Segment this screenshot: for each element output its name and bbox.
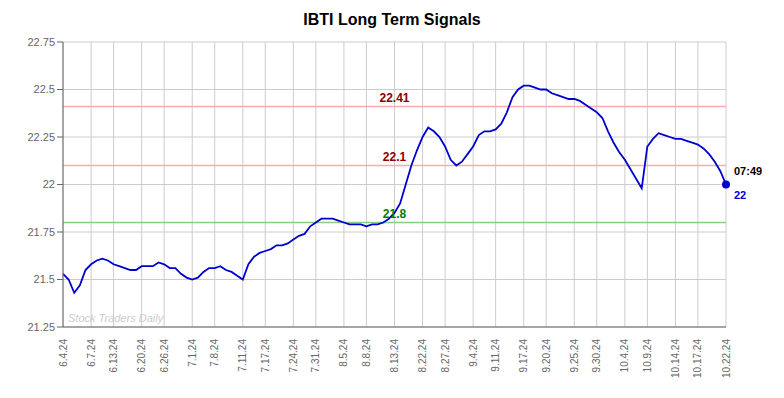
svg-text:10.4.24: 10.4.24 — [619, 339, 630, 373]
svg-text:6.20.24: 6.20.24 — [136, 339, 147, 373]
svg-text:22.75: 22.75 — [27, 36, 55, 48]
svg-text:10.22.24: 10.22.24 — [721, 339, 732, 378]
svg-text:6.4.24: 6.4.24 — [58, 339, 69, 367]
svg-text:10.14.24: 10.14.24 — [670, 339, 681, 378]
svg-text:21.25: 21.25 — [27, 321, 55, 333]
svg-text:7.17.24: 7.17.24 — [260, 339, 271, 373]
svg-text:22.41: 22.41 — [379, 91, 409, 105]
svg-text:9.30.24: 9.30.24 — [591, 339, 602, 373]
svg-text:6.13.24: 6.13.24 — [108, 339, 119, 373]
svg-text:8.8.24: 8.8.24 — [361, 339, 372, 367]
svg-text:22.1: 22.1 — [383, 150, 407, 164]
svg-text:7.8.24: 7.8.24 — [209, 339, 220, 367]
svg-text:21.8: 21.8 — [383, 207, 407, 221]
svg-text:9.11.24: 9.11.24 — [490, 339, 501, 372]
svg-text:8.5.24: 8.5.24 — [338, 339, 349, 367]
svg-text:10.9.24: 10.9.24 — [642, 339, 653, 373]
svg-text:22.5: 22.5 — [34, 83, 55, 95]
svg-text:7.31.24: 7.31.24 — [310, 339, 321, 373]
svg-text:6.26.24: 6.26.24 — [159, 339, 170, 373]
svg-text:9.20.24: 9.20.24 — [541, 339, 552, 373]
svg-text:9.17.24: 9.17.24 — [518, 339, 529, 373]
svg-text:8.13.24: 8.13.24 — [389, 339, 400, 373]
svg-text:07:49: 07:49 — [734, 165, 762, 177]
svg-text:22: 22 — [734, 189, 746, 201]
svg-text:8.22.24: 8.22.24 — [417, 339, 428, 373]
svg-text:Stock Traders Daily: Stock Traders Daily — [68, 312, 165, 324]
svg-text:9.4.24: 9.4.24 — [468, 339, 479, 367]
svg-text:7.1.24: 7.1.24 — [187, 339, 198, 367]
svg-text:10.17.24: 10.17.24 — [692, 339, 703, 378]
svg-text:21.75: 21.75 — [27, 226, 55, 238]
svg-text:8.27.24: 8.27.24 — [440, 339, 451, 373]
svg-text:22.25: 22.25 — [27, 131, 55, 143]
svg-text:7.24.24: 7.24.24 — [288, 339, 299, 373]
html-text:IBTI Long Term Signals: IBTI Long Term Signals — [303, 11, 481, 28]
svg-text:7.11.24: 7.11.24 — [237, 339, 248, 372]
svg-text:6.7.24: 6.7.24 — [86, 339, 97, 367]
svg-text:21.5: 21.5 — [34, 273, 55, 285]
svg-text:22: 22 — [43, 178, 55, 190]
svg-text:9.25.24: 9.25.24 — [569, 339, 580, 373]
